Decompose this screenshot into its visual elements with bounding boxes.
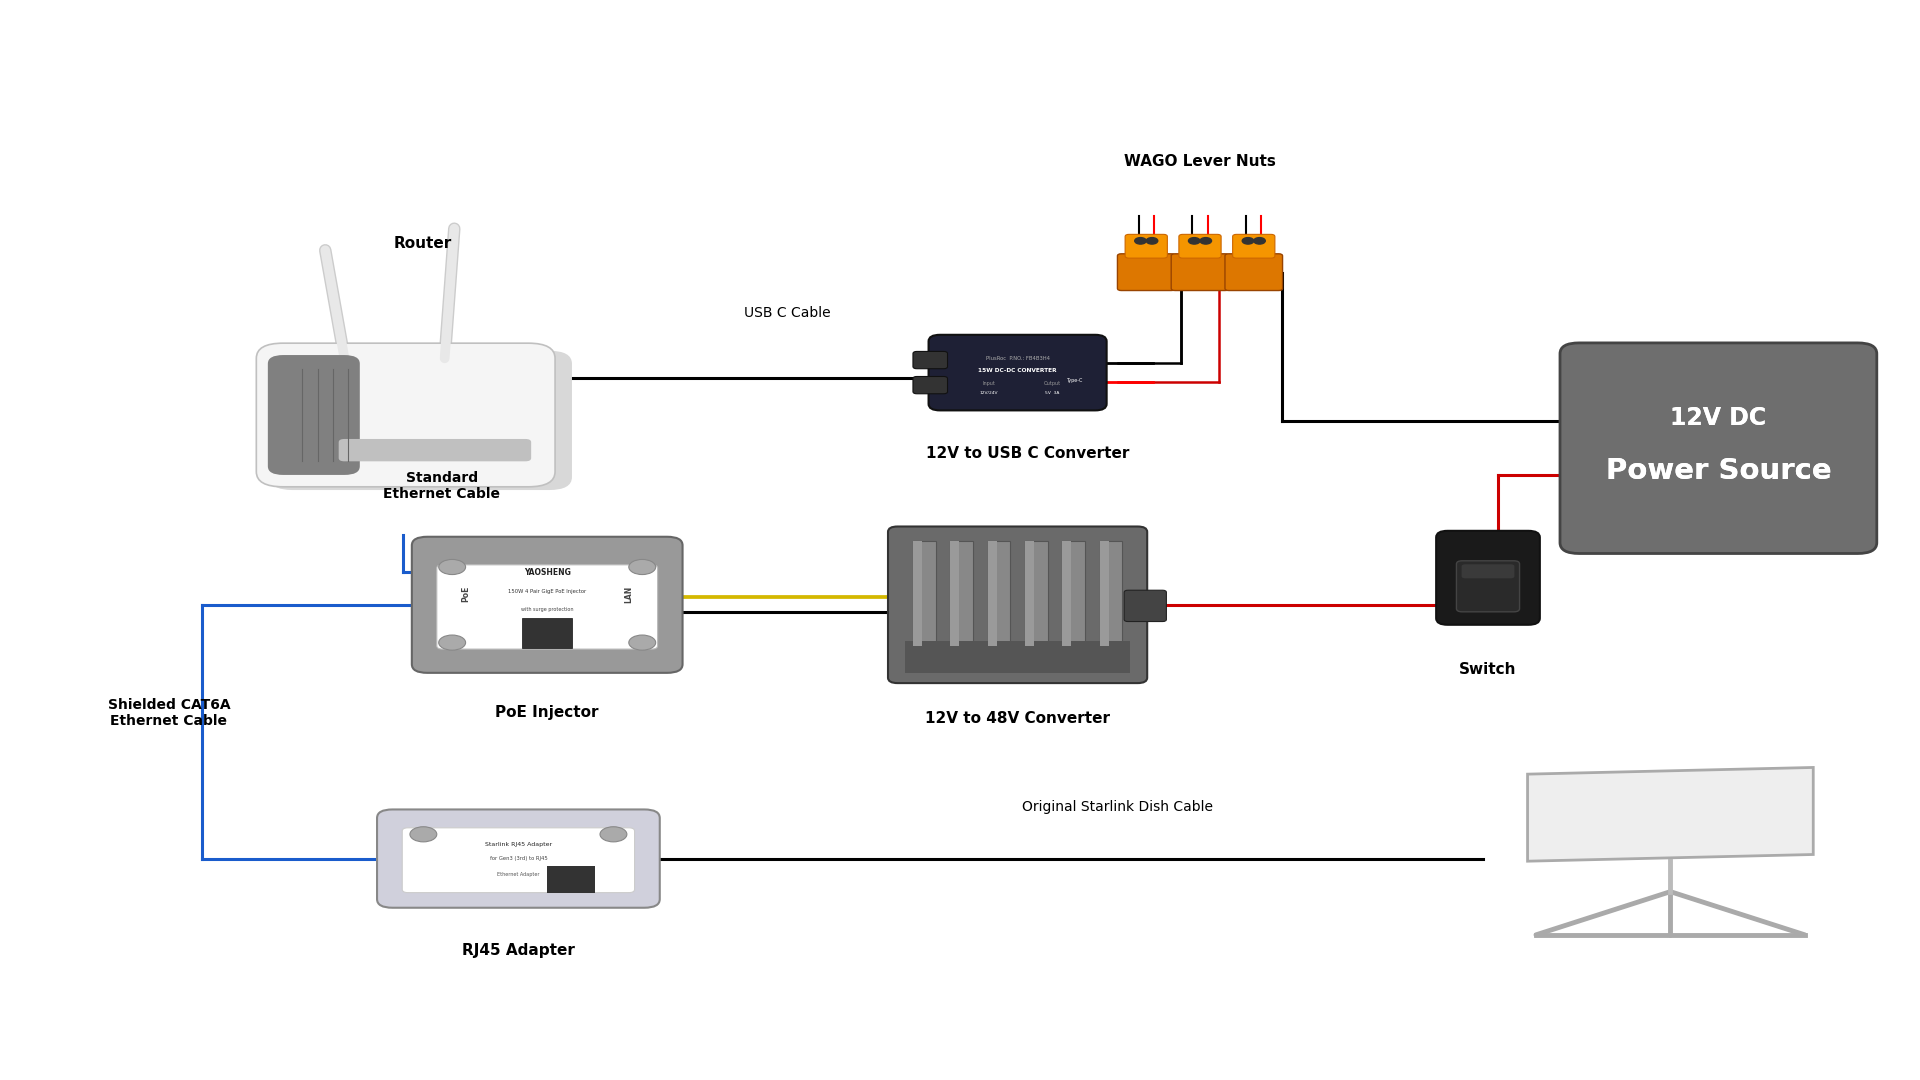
FancyBboxPatch shape xyxy=(1225,254,1283,291)
Bar xyxy=(1025,540,1035,646)
Text: WAGO Lever Nuts: WAGO Lever Nuts xyxy=(1123,154,1277,170)
FancyBboxPatch shape xyxy=(257,343,555,487)
FancyBboxPatch shape xyxy=(914,377,948,394)
Circle shape xyxy=(438,635,465,650)
FancyBboxPatch shape xyxy=(1457,561,1519,611)
FancyBboxPatch shape xyxy=(1559,343,1878,554)
Text: with surge protection: with surge protection xyxy=(520,607,574,611)
Bar xyxy=(987,540,1010,646)
Circle shape xyxy=(411,827,438,842)
FancyBboxPatch shape xyxy=(376,810,660,907)
Text: PlusRoc  P.NO.: FB4B3H4: PlusRoc P.NO.: FB4B3H4 xyxy=(985,356,1050,362)
FancyBboxPatch shape xyxy=(887,526,1148,684)
Text: for Gen3 (3rd) to RJ45: for Gen3 (3rd) to RJ45 xyxy=(490,856,547,861)
Text: Power Source: Power Source xyxy=(1605,457,1832,485)
FancyBboxPatch shape xyxy=(411,537,684,673)
FancyBboxPatch shape xyxy=(403,827,634,892)
Text: Output: Output xyxy=(1044,381,1060,387)
Text: Input: Input xyxy=(983,381,995,387)
Text: 12V DC: 12V DC xyxy=(1670,406,1766,430)
Text: RJ45 Adapter: RJ45 Adapter xyxy=(463,943,574,958)
FancyBboxPatch shape xyxy=(1233,234,1275,258)
Polygon shape xyxy=(1528,768,1812,861)
FancyBboxPatch shape xyxy=(436,565,657,649)
FancyBboxPatch shape xyxy=(1117,254,1175,291)
Bar xyxy=(914,540,935,646)
FancyBboxPatch shape xyxy=(929,335,1106,410)
FancyBboxPatch shape xyxy=(1171,254,1229,291)
Circle shape xyxy=(599,827,628,842)
FancyBboxPatch shape xyxy=(338,438,532,461)
Text: USB C Cable: USB C Cable xyxy=(743,307,831,320)
Circle shape xyxy=(1188,238,1200,244)
Text: Shielded CAT6A
Ethernet Cable: Shielded CAT6A Ethernet Cable xyxy=(108,698,230,728)
Bar xyxy=(914,540,922,646)
Text: LAN: LAN xyxy=(624,585,634,603)
Circle shape xyxy=(1146,238,1158,244)
Bar xyxy=(1100,540,1121,646)
Text: Standard
Ethernet Cable: Standard Ethernet Cable xyxy=(384,471,499,501)
Text: Type-C: Type-C xyxy=(1066,378,1083,382)
FancyBboxPatch shape xyxy=(522,618,572,648)
Circle shape xyxy=(1254,238,1265,244)
FancyBboxPatch shape xyxy=(1461,564,1515,579)
Text: Router: Router xyxy=(394,235,451,251)
Text: 12V/24V: 12V/24V xyxy=(979,391,998,394)
FancyBboxPatch shape xyxy=(1436,530,1540,624)
Bar xyxy=(950,540,973,646)
Bar xyxy=(906,642,1129,674)
Bar xyxy=(987,540,996,646)
Circle shape xyxy=(1200,238,1212,244)
Circle shape xyxy=(1135,238,1146,244)
Text: Starlink RJ45 Adapter: Starlink RJ45 Adapter xyxy=(486,841,551,847)
Text: 12V to 48V Converter: 12V to 48V Converter xyxy=(925,711,1110,726)
Circle shape xyxy=(438,559,465,575)
Text: Ethernet Adapter: Ethernet Adapter xyxy=(497,873,540,877)
Bar xyxy=(950,540,960,646)
Circle shape xyxy=(628,635,655,650)
FancyBboxPatch shape xyxy=(547,866,595,893)
Text: PoE: PoE xyxy=(461,585,470,603)
FancyBboxPatch shape xyxy=(914,351,948,368)
Text: YAOSHENG: YAOSHENG xyxy=(524,568,570,577)
Circle shape xyxy=(628,559,655,575)
Text: 12V to USB C Converter: 12V to USB C Converter xyxy=(925,446,1129,461)
Text: Switch: Switch xyxy=(1459,662,1517,677)
FancyBboxPatch shape xyxy=(269,355,359,475)
FancyBboxPatch shape xyxy=(1125,234,1167,258)
FancyBboxPatch shape xyxy=(269,351,572,490)
Bar xyxy=(1100,540,1108,646)
Bar xyxy=(1062,540,1071,646)
FancyBboxPatch shape xyxy=(1125,590,1167,622)
Bar xyxy=(1025,540,1048,646)
FancyBboxPatch shape xyxy=(1179,234,1221,258)
Text: 150W 4 Pair GigE PoE Injector: 150W 4 Pair GigE PoE Injector xyxy=(509,590,586,594)
Text: 12V DC: 12V DC xyxy=(1670,406,1766,430)
Text: 5V  3A: 5V 3A xyxy=(1044,391,1060,394)
Text: Original Starlink Dish Cable: Original Starlink Dish Cable xyxy=(1021,800,1213,813)
Text: PoE Injector: PoE Injector xyxy=(495,705,599,720)
Text: 15W DC-DC CONVERTER: 15W DC-DC CONVERTER xyxy=(979,367,1056,373)
Text: Power Source: Power Source xyxy=(1605,457,1832,485)
Circle shape xyxy=(1242,238,1254,244)
Bar xyxy=(1062,540,1085,646)
